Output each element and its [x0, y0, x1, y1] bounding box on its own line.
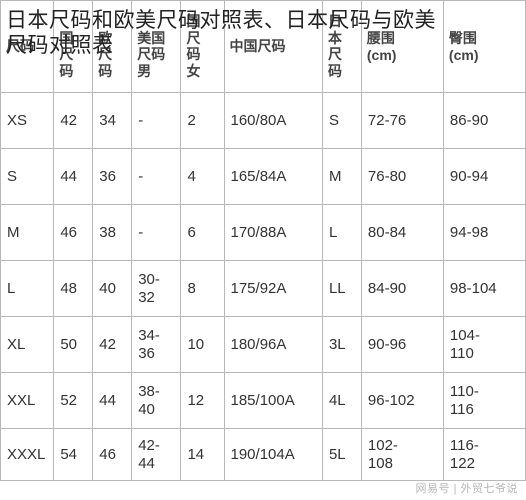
cell: 4L — [322, 373, 361, 429]
table-row: XXXL 54 46 42-44 14 190/104A 5L 102-108 … — [1, 429, 526, 481]
cell: 54 — [54, 429, 93, 481]
cell: 84-90 — [361, 261, 443, 317]
cell: 44 — [54, 149, 93, 205]
cell: S — [322, 93, 361, 149]
cell: 185/100A — [224, 373, 322, 429]
cell: S — [1, 149, 54, 205]
col-header-hip: 臀围(cm) — [443, 1, 525, 93]
table-row: M 46 38 - 6 170/88A L 80-84 94-98 — [1, 205, 526, 261]
cell: - — [132, 93, 181, 149]
cell: 40 — [93, 261, 132, 317]
cell: - — [132, 205, 181, 261]
cell: 44 — [93, 373, 132, 429]
cell: M — [322, 149, 361, 205]
cell: 10 — [181, 317, 224, 373]
cell: 86-90 — [443, 93, 525, 149]
table-row: XL 50 42 34-36 10 180/96A 3L 90-96 104-1… — [1, 317, 526, 373]
cell: XXL — [1, 373, 54, 429]
cell: 50 — [54, 317, 93, 373]
cell: 42 — [54, 93, 93, 149]
cell: 175/92A — [224, 261, 322, 317]
cell: 110-116 — [443, 373, 525, 429]
page-title-line1: 日本尺码和欧美尺码对照表、日本尺码与欧美 — [6, 9, 436, 32]
cell: 165/84A — [224, 149, 322, 205]
cell: L — [322, 205, 361, 261]
cell: 94-98 — [443, 205, 525, 261]
cell: 34 — [93, 93, 132, 149]
page-title-line2: 尺码对照表 — [6, 34, 114, 57]
cell: 6 — [181, 205, 224, 261]
table-row: XS 42 34 - 2 160/80A S 72-76 86-90 — [1, 93, 526, 149]
cell: 8 — [181, 261, 224, 317]
cell: 42 — [93, 317, 132, 373]
cell: - — [132, 149, 181, 205]
cell: 72-76 — [361, 93, 443, 149]
cell: 52 — [54, 373, 93, 429]
cell: M — [1, 205, 54, 261]
cell: 46 — [93, 429, 132, 481]
cell: L — [1, 261, 54, 317]
cell: 3L — [322, 317, 361, 373]
table-row: S 44 36 - 4 165/84A M 76-80 90-94 — [1, 149, 526, 205]
cell: 104-110 — [443, 317, 525, 373]
cell: 34-36 — [132, 317, 181, 373]
cell: 90-96 — [361, 317, 443, 373]
cell: 36 — [93, 149, 132, 205]
watermark: 网易号 | 外贸七爷说 — [416, 480, 518, 496]
cell: 102-108 — [361, 429, 443, 481]
cell: 4 — [181, 149, 224, 205]
cell: 42-44 — [132, 429, 181, 481]
cell: 2 — [181, 93, 224, 149]
cell: XS — [1, 93, 54, 149]
cell: XXXL — [1, 429, 54, 481]
cell: XL — [1, 317, 54, 373]
cell: 30-32 — [132, 261, 181, 317]
table-body: XS 42 34 - 2 160/80A S 72-76 86-90 S 44 … — [1, 93, 526, 481]
cell: 12 — [181, 373, 224, 429]
cell: 80-84 — [361, 205, 443, 261]
cell: LL — [322, 261, 361, 317]
cell: 76-80 — [361, 149, 443, 205]
table-row: L 48 40 30-32 8 175/92A LL 84-90 98-104 — [1, 261, 526, 317]
cell: 38-40 — [132, 373, 181, 429]
cell: 170/88A — [224, 205, 322, 261]
cell: 38 — [93, 205, 132, 261]
cell: 116-122 — [443, 429, 525, 481]
cell: 5L — [322, 429, 361, 481]
cell: 190/104A — [224, 429, 322, 481]
cell: 98-104 — [443, 261, 525, 317]
cell: 160/80A — [224, 93, 322, 149]
cell: 90-94 — [443, 149, 525, 205]
cell: 96-102 — [361, 373, 443, 429]
cell: 48 — [54, 261, 93, 317]
page-title: 日本尺码和欧美尺码对照表、日本尺码与欧美 尺码对照表 — [6, 8, 436, 58]
cell: 46 — [54, 205, 93, 261]
cell: 14 — [181, 429, 224, 481]
size-conversion-table: 尺码 国尺码 欧尺码 美国尺码男 国尺码女 中国尺码 日本尺码 腰围(cm) 臀… — [0, 0, 526, 481]
cell: 180/96A — [224, 317, 322, 373]
table-row: XXL 52 44 38-40 12 185/100A 4L 96-102 11… — [1, 373, 526, 429]
